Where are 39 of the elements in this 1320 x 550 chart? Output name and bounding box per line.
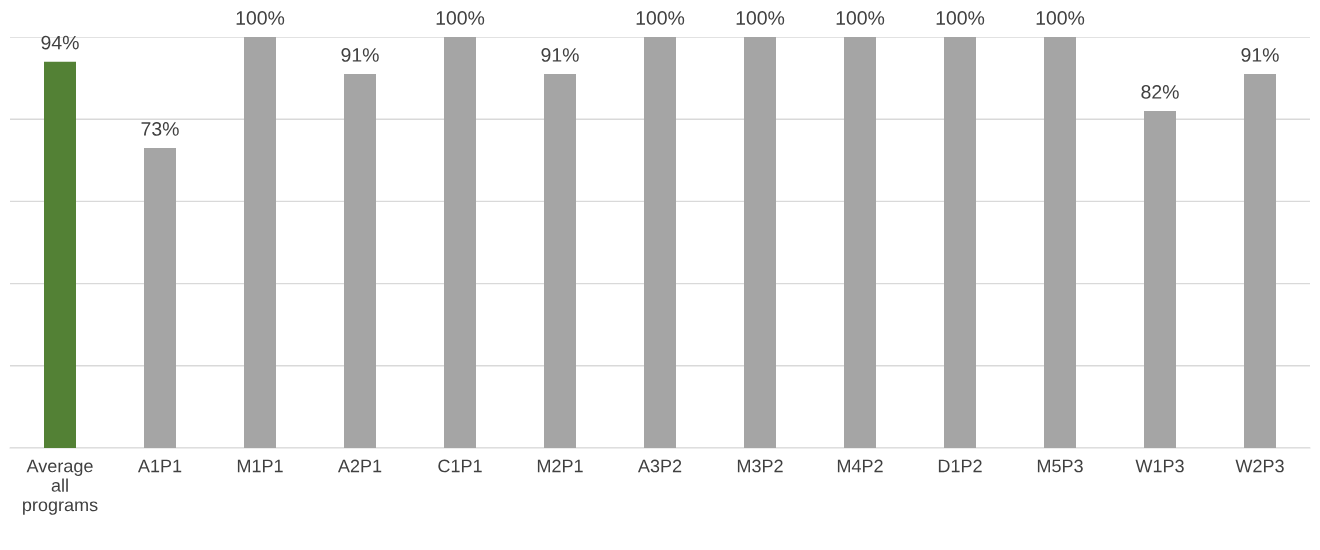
bar bbox=[844, 37, 876, 448]
data-label: 91% bbox=[341, 48, 379, 62]
data-label: 100% bbox=[436, 11, 485, 25]
x-tick-label: W2P3 bbox=[1235, 459, 1284, 473]
bar bbox=[244, 37, 276, 448]
data-label: 91% bbox=[541, 48, 579, 62]
bar bbox=[944, 37, 976, 448]
x-tick-label: M5P3 bbox=[1037, 459, 1083, 473]
bar bbox=[444, 37, 476, 448]
bar bbox=[544, 73, 576, 448]
data-label: 82% bbox=[1141, 85, 1179, 99]
data-label: 100% bbox=[936, 11, 985, 25]
data-label: 73% bbox=[141, 122, 179, 136]
x-tick-label: A1P1 bbox=[137, 459, 182, 473]
x-tick-label: M4P2 bbox=[837, 459, 883, 473]
x-tick-label: Average all programs bbox=[23, 459, 98, 515]
data-label: 100% bbox=[1036, 11, 1085, 25]
x-tick-label: C1P1 bbox=[438, 459, 482, 473]
data-label: 91% bbox=[1241, 48, 1279, 62]
bar bbox=[1244, 73, 1276, 448]
data-label: 100% bbox=[236, 11, 285, 25]
x-tick-label: D1P2 bbox=[938, 459, 982, 473]
bar bbox=[344, 73, 376, 448]
x-tick-label: W1P3 bbox=[1135, 459, 1184, 473]
bar bbox=[144, 147, 176, 448]
x-tick-label: A2P1 bbox=[337, 459, 382, 473]
bar bbox=[1044, 37, 1076, 448]
data-label: 100% bbox=[636, 11, 685, 25]
bar bbox=[744, 37, 776, 448]
data-label: 100% bbox=[836, 11, 885, 25]
bar bbox=[1144, 110, 1176, 448]
x-tick-label: M2P1 bbox=[537, 459, 583, 473]
bar bbox=[644, 37, 676, 448]
x-tick-label: A3P2 bbox=[637, 459, 682, 473]
bar bbox=[44, 61, 76, 448]
data-label: 94% bbox=[41, 35, 79, 50]
x-tick-label: M1P1 bbox=[237, 459, 283, 473]
data-label: 100% bbox=[736, 11, 785, 25]
x-tick-label: M3P2 bbox=[737, 459, 783, 473]
